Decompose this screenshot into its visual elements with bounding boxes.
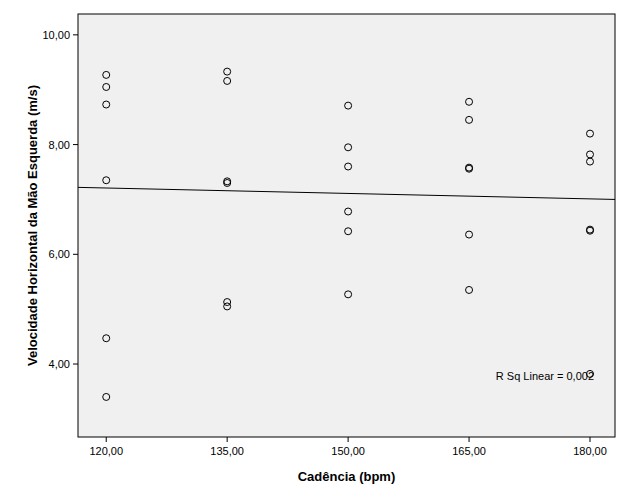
x-axis-label: Cadência (bpm): [298, 469, 396, 484]
x-tick: [469, 437, 470, 442]
x-tick: [227, 437, 228, 442]
fit-line: [78, 187, 615, 199]
scatter-point: [466, 231, 473, 238]
scatter-point: [587, 130, 594, 137]
y-tick-label: 8,00: [49, 139, 70, 151]
y-axis-label: Velocidade Horizontal da Mão Esquerda (m…: [25, 85, 40, 366]
x-tick: [590, 437, 591, 442]
plot-area: [78, 14, 615, 437]
y-tick-label: 10,00: [42, 29, 70, 41]
scatter-point: [466, 286, 473, 293]
scatter-point: [466, 116, 473, 123]
scatter-point: [587, 227, 594, 234]
scatter-point: [224, 68, 231, 75]
scatter-point: [587, 151, 594, 158]
scatter-point: [345, 163, 352, 170]
scatter-point: [224, 303, 231, 310]
y-tick: [73, 34, 78, 35]
scatter-point: [103, 393, 110, 400]
scatter-point: [224, 77, 231, 84]
scatter-point: [224, 179, 231, 186]
x-tick-label: 135,00: [210, 445, 244, 457]
y-tick-label: 6,00: [49, 248, 70, 260]
chart: 4,00 6,00 8,00 10,00 120,00 135,00 150,00 165,0…: [0, 0, 629, 504]
x-tick: [106, 437, 107, 442]
scatter-point: [103, 101, 110, 108]
scatter-point: [103, 177, 110, 184]
x-tick-label: 120,00: [89, 445, 123, 457]
scatter-point: [345, 144, 352, 151]
x-tick: [348, 437, 349, 442]
scatter-point: [103, 83, 110, 90]
scatter-point: [345, 228, 352, 235]
scatter-point: [466, 98, 473, 105]
annotation: R Sq Linear = 0,002: [496, 370, 594, 382]
scatter-point: [587, 158, 594, 165]
y-tick: [73, 144, 78, 145]
scatter-point: [103, 335, 110, 342]
y-tick: [73, 254, 78, 255]
scatter-point: [345, 102, 352, 109]
scatter-point: [103, 71, 110, 78]
x-tick-label: 180,00: [573, 445, 607, 457]
y-tick-label: 4,00: [49, 358, 70, 370]
x-tick-label: 165,00: [452, 445, 486, 457]
scatter-point: [466, 165, 473, 172]
plot-frame: [78, 14, 615, 437]
scatter-point: [224, 178, 231, 185]
scatter-point: [345, 208, 352, 215]
x-tick-label: 150,00: [331, 445, 365, 457]
scatter-point: [345, 291, 352, 298]
data-layer: [78, 68, 615, 400]
y-tick: [73, 364, 78, 365]
